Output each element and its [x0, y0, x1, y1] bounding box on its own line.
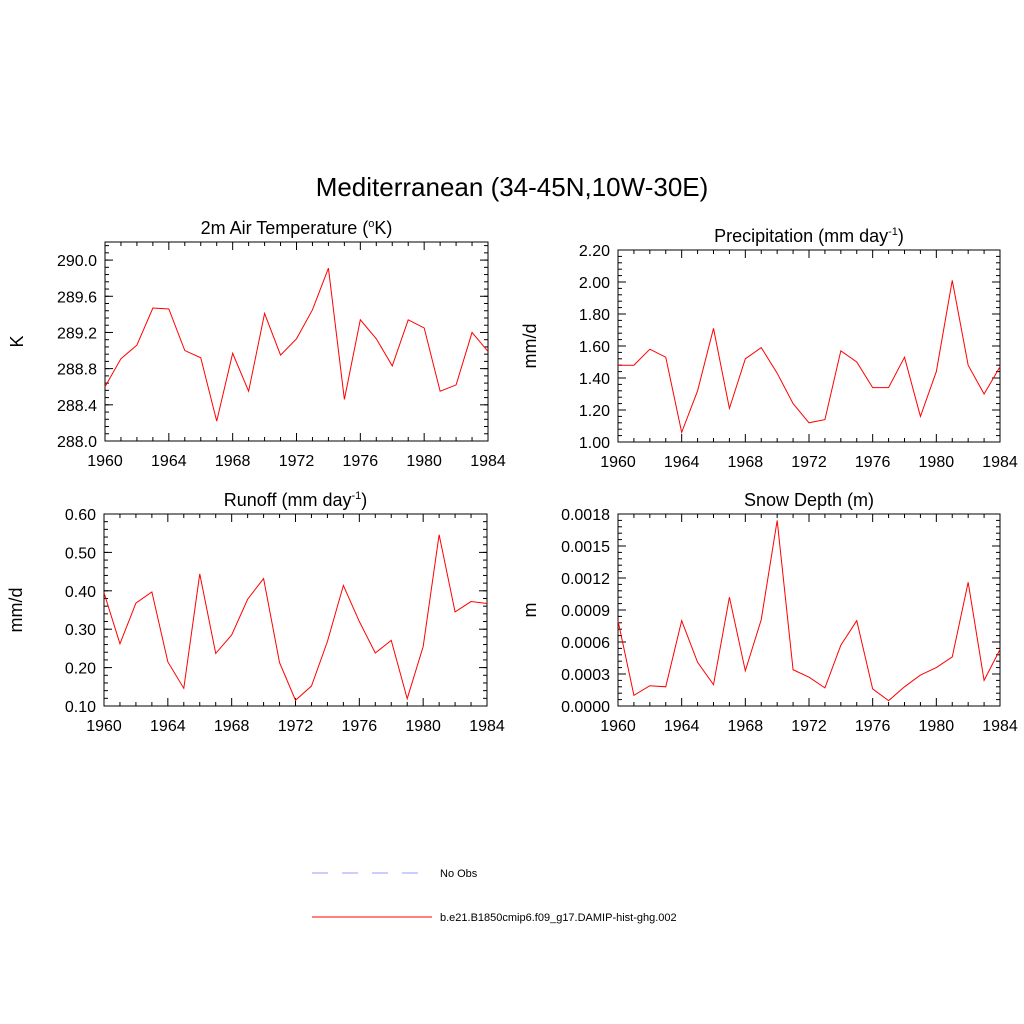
y-tick-label: 2.00 — [579, 275, 610, 292]
panel-title: Runoff (mm day-1) — [224, 490, 368, 510]
x-tick-label: 1980 — [406, 453, 442, 470]
y-tick-label: 288.0 — [57, 434, 97, 451]
x-tick-label: 1960 — [600, 718, 636, 735]
panel-title-superscript: o — [368, 218, 374, 230]
y-tick-label: 289.6 — [57, 289, 97, 306]
panel-title: Snow Depth (m) — [744, 490, 874, 510]
panel-title-main: Runoff (mm day — [224, 490, 352, 510]
series-line — [103, 534, 488, 702]
y-tick-label: 0.50 — [65, 545, 96, 562]
x-tick-label: 1968 — [728, 718, 764, 735]
y-tick-label: 288.8 — [57, 362, 97, 379]
series-line — [618, 280, 1001, 435]
x-tick-label: 1984 — [982, 454, 1018, 471]
chart-panels: 2m Air Temperature (oK) K 1960 1964 1968 1972… — [6, 218, 1018, 735]
legend-label: No Obs — [440, 868, 478, 880]
legend-item-1: No Obs — [312, 868, 478, 880]
y-tick-label: 1.60 — [579, 339, 610, 356]
series-line — [617, 520, 1001, 702]
x-tick-label: 1968 — [215, 453, 251, 470]
x-tick-label: 1964 — [664, 454, 700, 471]
x-tick-label: 1972 — [791, 718, 827, 735]
y-tick-label: 0.60 — [65, 507, 96, 524]
legend: No Obs b.e21.B1850cmip6.f09_g17.DAMIP-his… — [312, 868, 677, 924]
y-tick-label: 0.40 — [65, 584, 96, 601]
y-tick-label: 0.0018 — [561, 507, 610, 524]
y-axis-label: K — [7, 335, 27, 347]
y-tick-label: 0.0015 — [561, 539, 610, 556]
y-axis-label: mm/d — [6, 588, 26, 633]
figure-title: Mediterranean (34-45N,10W-30E) — [316, 172, 709, 202]
y-tick-label: 1.40 — [579, 371, 610, 388]
y-tick-label: 1.00 — [579, 435, 610, 452]
x-tick-label: 1972 — [278, 718, 314, 735]
x-tick-label: 1964 — [664, 718, 700, 735]
plot-frame — [104, 241, 489, 442]
x-tick-label: 1984 — [469, 718, 505, 735]
chart-panel-4: Snow Depth (m) m 1960 1964 1968 1972 1976 1980 1… — [520, 490, 1018, 735]
x-tick-label: 1980 — [919, 718, 955, 735]
y-tick-label: 0.0006 — [561, 635, 610, 652]
x-tick-label: 1964 — [151, 453, 187, 470]
panel-title-end: K) — [374, 218, 392, 238]
x-tick-label: 1960 — [86, 718, 122, 735]
panel-title: Precipitation (mm day-1) — [714, 226, 904, 246]
y-tick-label: 289.2 — [57, 325, 97, 342]
panel-title: 2m Air Temperature (oK) — [201, 218, 393, 238]
x-tick-label: 1980 — [405, 718, 441, 735]
x-tick-label: 1968 — [214, 718, 250, 735]
x-tick-label: 1960 — [87, 453, 123, 470]
series-line — [104, 268, 489, 422]
panel-title-main: Precipitation (mm day — [714, 226, 888, 246]
plot-frame — [103, 513, 488, 707]
y-tick-label: 0.0012 — [561, 571, 610, 588]
chart-panel-3: Runoff (mm day-1) mm/d 1960 1964 1968 1972 197… — [6, 490, 505, 735]
y-tick-label: 1.80 — [579, 307, 610, 324]
x-tick-label: 1980 — [919, 454, 955, 471]
panel-title-main: 2m Air Temperature ( — [201, 218, 369, 238]
x-tick-label: 1976 — [855, 718, 891, 735]
x-tick-label: 1984 — [470, 453, 506, 470]
x-tick-label: 1984 — [982, 718, 1018, 735]
panel-title-end: ) — [361, 490, 367, 510]
x-tick-label: 1968 — [728, 454, 764, 471]
x-tick-label: 1976 — [855, 454, 891, 471]
y-tick-label: 0.10 — [65, 699, 96, 716]
chart-panel-1: 2m Air Temperature (oK) K 1960 1964 1968 1972… — [7, 218, 506, 470]
y-axis-label: m — [520, 603, 540, 618]
x-tick-label: 1976 — [342, 718, 378, 735]
panel-title-main: Snow Depth (m) — [744, 490, 874, 510]
x-tick-label: 1972 — [279, 453, 315, 470]
y-tick-label: 0.0000 — [561, 699, 610, 716]
legend-item-2: b.e21.B1850cmip6.f09_g17.DAMIP-hist-ghg.… — [312, 912, 677, 924]
y-tick-label: 0.30 — [65, 622, 96, 639]
y-tick-label: 2.20 — [579, 243, 610, 260]
y-tick-label: 0.0003 — [561, 667, 610, 684]
x-tick-label: 1972 — [791, 454, 827, 471]
panel-title-end: ) — [898, 226, 904, 246]
y-tick-label: 1.20 — [579, 403, 610, 420]
legend-label: b.e21.B1850cmip6.f09_g17.DAMIP-hist-ghg.… — [440, 912, 677, 924]
y-tick-label: 290.0 — [57, 253, 97, 270]
x-tick-label: 1976 — [343, 453, 379, 470]
x-tick-label: 1964 — [150, 718, 186, 735]
panel-title-superscript: -1 — [888, 226, 898, 238]
plot-frame — [617, 249, 1001, 443]
y-axis-label: mm/d — [520, 324, 540, 369]
y-tick-label: 0.0009 — [561, 603, 610, 620]
chart-panel-2: Precipitation (mm day-1) mm/d 1960 1964 1968… — [520, 226, 1018, 471]
panel-title-superscript: -1 — [351, 490, 361, 502]
x-tick-label: 1960 — [600, 454, 636, 471]
y-tick-label: 0.20 — [65, 661, 96, 678]
y-tick-label: 288.4 — [57, 398, 97, 415]
